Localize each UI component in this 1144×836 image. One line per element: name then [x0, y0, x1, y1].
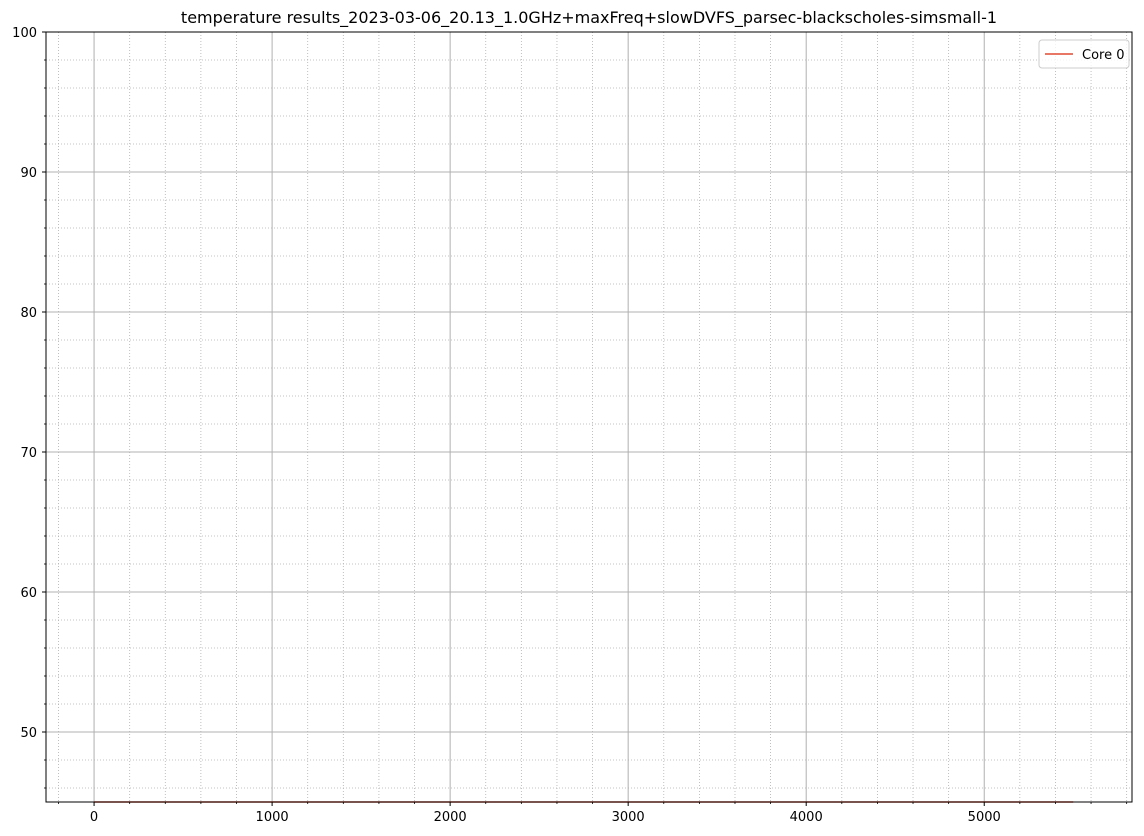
- x-tick-label: 4000: [790, 810, 823, 825]
- y-tick-label: 90: [20, 166, 37, 181]
- minor-grid: [46, 32, 1132, 802]
- major-grid: [46, 31, 1132, 802]
- chart-title: temperature results_2023-03-06_20.13_1.0…: [181, 8, 997, 28]
- y-tick-label: 50: [20, 726, 37, 741]
- axis-ticks: 0 1000 2000 3000 4000 5000 50 60 70 80 90 100: [12, 26, 1128, 825]
- legend-box: [1038, 39, 1130, 69]
- y-tick-label: 100: [12, 26, 37, 41]
- y-tick-label: 80: [20, 306, 37, 321]
- x-tick-label: 1000: [256, 810, 289, 825]
- plot-frame: [45, 31, 1133, 803]
- x-tick-label: 0: [90, 810, 98, 825]
- x-tick-label: 2000: [434, 810, 467, 825]
- x-tick-label: 5000: [968, 810, 1001, 825]
- legend: Core 0: [1038, 39, 1130, 69]
- y-tick-label: 70: [20, 446, 37, 461]
- y-tick-label: 60: [20, 586, 37, 601]
- legend-label: Core 0: [1082, 48, 1125, 63]
- x-tick-label: 3000: [612, 810, 645, 825]
